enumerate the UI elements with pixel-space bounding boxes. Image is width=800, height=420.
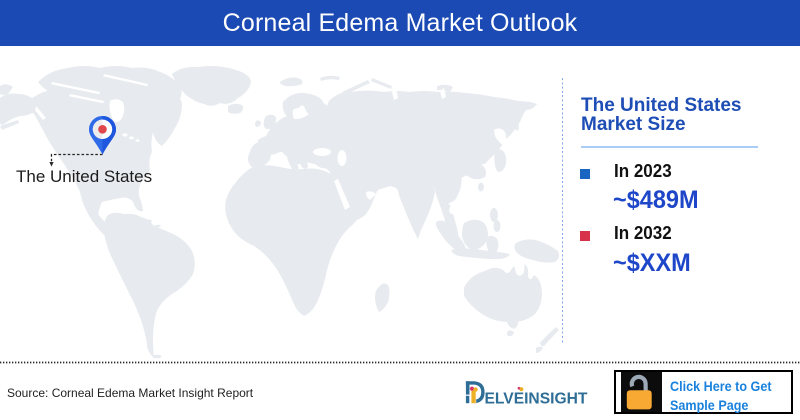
svg-text:ELVEINSIGHT: ELVEINSIGHT [485,390,588,407]
